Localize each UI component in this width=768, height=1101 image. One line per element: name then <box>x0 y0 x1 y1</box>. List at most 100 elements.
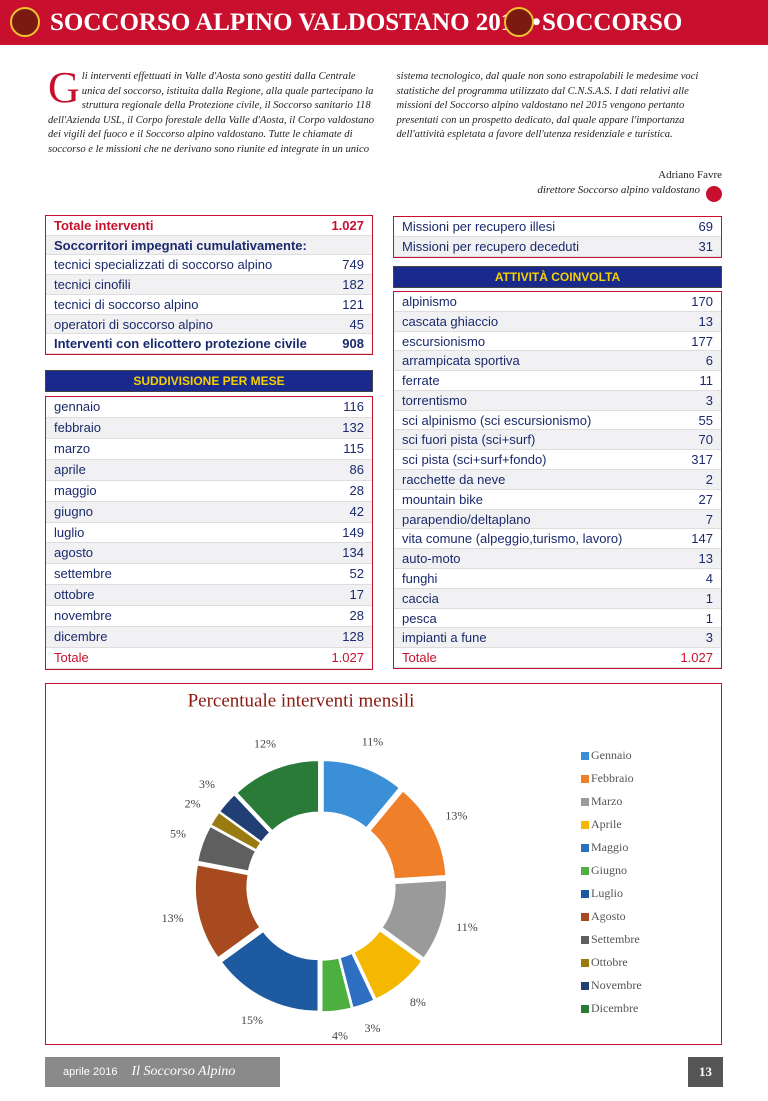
chart: Percentuale interventi mensili 11% 13% 11%… <box>162 690 642 1043</box>
data-label: 12% <box>254 736 276 750</box>
table-row: Missioni per recupero deceduti 31 <box>394 237 721 257</box>
logo <box>10 7 40 37</box>
cell-value: 749 <box>342 257 364 273</box>
totals-table: Totale interventi 1.027 Soccorritori impeg… <box>45 215 373 355</box>
cell-label: torrentismo <box>402 392 468 408</box>
cell-label: Totale <box>402 650 437 666</box>
table-row: maggio 28 <box>46 481 372 502</box>
cell-label: dicembre <box>54 629 108 645</box>
cell-value: 52 <box>349 566 364 582</box>
donut-segment <box>368 789 447 880</box>
table-row: vita comune (alpeggio,turismo, lavoro) 14… <box>394 529 721 550</box>
donut-segment <box>218 793 272 844</box>
cell-value: 2 <box>705 472 713 488</box>
cell-label: alpinismo <box>402 294 457 309</box>
table-row: alpinismo 170 <box>394 292 721 312</box>
cell-value: 3 <box>705 392 713 408</box>
data-label: 13% <box>162 911 184 925</box>
legend-swatch <box>581 775 589 783</box>
cell-value: 3 <box>705 630 713 646</box>
table-row: sci alpinismo (sci escursionismo) 55 <box>394 411 721 431</box>
cell-label: cascata ghiaccio <box>402 313 499 329</box>
table-row: sci fuori pista (sci+surf) 70 <box>394 430 721 451</box>
cell-label: Missioni per recupero deceduti <box>402 239 580 254</box>
cell-label: novembre <box>54 608 112 624</box>
legend-swatch <box>581 1005 589 1013</box>
data-label: 8% <box>410 995 426 1009</box>
months-table: gennaio 116 febbraio 132 marzo 115 aprile 86 mag… <box>45 396 373 670</box>
footer-date: aprile 2016 <box>63 1066 118 1078</box>
table-row: Totale interventi 1.027 <box>46 216 372 236</box>
cell-value: 13 <box>698 313 713 329</box>
cell-value: 6 <box>705 353 713 369</box>
cell-label: Totale <box>54 650 89 666</box>
cell-value: 1 <box>705 610 713 626</box>
table-row: auto-moto 13 <box>394 549 721 569</box>
cell-value: 908 <box>342 336 364 352</box>
cell-label: Missioni per recupero illesi <box>402 219 556 234</box>
table-row: agosto 134 <box>46 543 372 565</box>
logo <box>504 7 534 37</box>
cell-value: 31 <box>698 239 713 254</box>
donut-segment <box>339 952 376 1009</box>
table-row: Totale 1.027 <box>46 648 372 669</box>
data-label: 3% <box>364 1021 380 1035</box>
table-row: febbraio 132 <box>46 417 372 439</box>
cell-label: ferrate <box>402 373 440 389</box>
legend-label: Giugno <box>591 863 627 877</box>
cell-label: settembre <box>54 566 112 582</box>
footer-bar: aprile 2016 Il Soccorso Alpino <box>45 1057 280 1087</box>
legend-swatch <box>581 867 589 875</box>
drop-cap: G <box>48 63 80 112</box>
cell-value: 116 <box>343 399 364 414</box>
table-row: aprile 86 <box>46 459 372 481</box>
legend-label: Settembre <box>591 932 640 946</box>
cell-value: 11 <box>699 373 714 389</box>
cell-value: 149 <box>342 524 364 540</box>
cell-value: 7 <box>705 511 713 527</box>
table-row: escursionismo 177 <box>394 332 721 352</box>
cell-value: 317 <box>691 452 713 468</box>
cell-value: 182 <box>342 277 364 293</box>
cell-label: sci fuori pista (sci+surf) <box>402 432 536 448</box>
cell-label: parapendio/deltaplano <box>402 511 531 527</box>
table-row: Soccorritori impegnati cumulativamente: <box>46 235 372 256</box>
header-title-right: SOCCORSO ALPINO <box>542 9 683 81</box>
cell-value: 128 <box>342 629 364 645</box>
cell-value: 45 <box>349 316 364 332</box>
chart-title: Percentuale interventi mensili <box>188 690 415 711</box>
data-label: 5% <box>170 826 186 840</box>
legend-label: Gennaio <box>591 748 632 762</box>
data-label: 15% <box>241 1013 263 1027</box>
donut-segment <box>321 956 353 1013</box>
cell-label: tecnici di soccorso alpino <box>54 296 199 312</box>
legend-swatch <box>581 959 589 967</box>
legend-label: Luglio <box>591 886 623 900</box>
table-row: torrentismo 3 <box>394 390 721 411</box>
cell-label: arrampicata sportiva <box>402 353 520 369</box>
cell-label: marzo <box>54 440 91 456</box>
cell-value: 1.027 <box>331 650 364 666</box>
legend-label: Agosto <box>591 909 626 923</box>
table-row: cascata ghiaccio 13 <box>394 311 721 332</box>
legend-swatch <box>581 913 589 921</box>
data-label: 4% <box>332 1029 348 1043</box>
cell-value: 28 <box>349 482 364 498</box>
table-row: giugno 42 <box>46 501 372 523</box>
table-row: tecnici di soccorso alpino 121 <box>46 295 372 315</box>
cell-label: pesca <box>402 610 437 626</box>
table-row: mountain bike 27 <box>394 490 721 510</box>
table-row: settembre 52 <box>46 564 372 586</box>
legend-label: Dicembre <box>591 1001 638 1015</box>
header-bar: SOCCORSO ALPINO VALDOSTANO 2015 • SOCCOR… <box>0 0 768 81</box>
activities-table: alpinismo 170 cascata ghiaccio 13 escursioni… <box>393 291 722 669</box>
cell-value: 86 <box>349 461 364 477</box>
cell-label: sci pista (sci+surf+fondo) <box>402 452 547 468</box>
data-label: 11% <box>456 920 478 934</box>
table-row: funghi 4 <box>394 569 721 589</box>
cell-label: aprile <box>54 461 86 477</box>
legend-swatch <box>581 982 589 990</box>
red-dot <box>706 186 722 202</box>
table-row: racchette da neve 2 <box>394 470 721 490</box>
table-row: pesca 1 <box>394 609 721 629</box>
